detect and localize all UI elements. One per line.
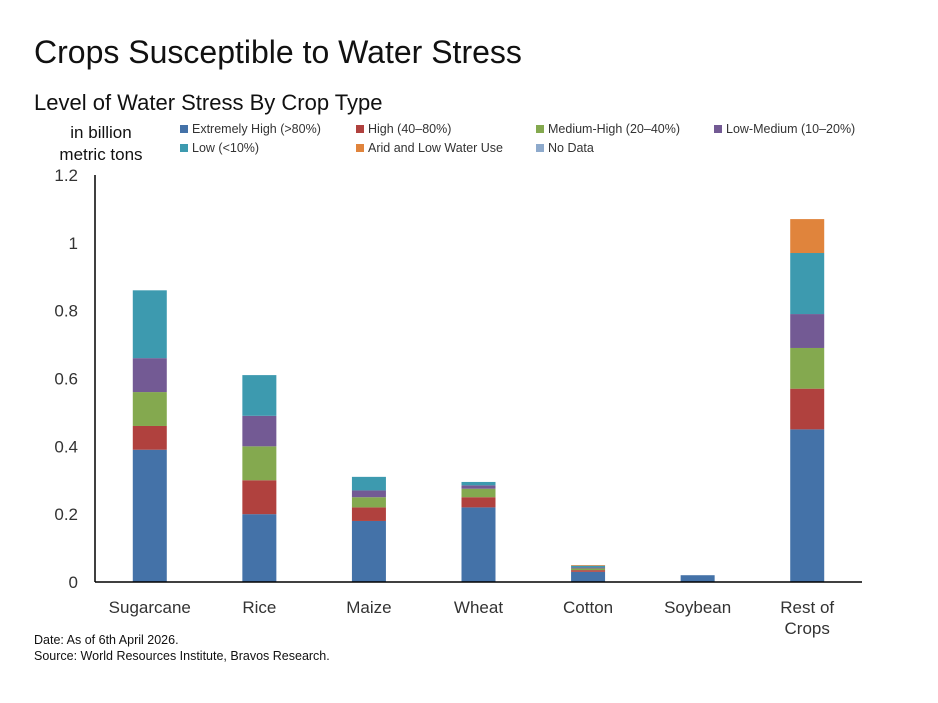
bar-segment <box>571 565 606 566</box>
legend-swatch <box>536 125 544 133</box>
bar-segment <box>461 507 496 582</box>
bar-segment <box>132 290 167 359</box>
y-tick-label: 0.8 <box>54 302 78 321</box>
legend-item: No Data <box>536 141 594 155</box>
legend-item: Arid and Low Water Use <box>356 141 503 155</box>
x-tick-label: Rice <box>242 598 276 617</box>
x-tick-label: Wheat <box>454 598 503 617</box>
legend-item: Medium-High (20–40%) <box>536 122 680 136</box>
bar-segment <box>351 520 386 582</box>
bar-segment <box>242 480 277 515</box>
bar-segment <box>132 358 167 393</box>
chart-subtitle: Level of Water Stress By Crop Type <box>34 90 383 115</box>
legend-swatch <box>356 125 364 133</box>
x-tick-label: Sugarcane <box>109 598 191 617</box>
y-tick-label: 0.4 <box>54 437 78 456</box>
y-axis-unit-label: in billion metric tons <box>40 122 162 166</box>
x-tick-label: Rest of <box>780 598 834 617</box>
bar-segment <box>132 449 167 582</box>
y-tick-label: 1.2 <box>54 166 78 185</box>
bar-segment <box>242 514 277 582</box>
bar-segment <box>242 375 277 416</box>
y-tick-label: 0.2 <box>54 505 78 524</box>
bar-segment <box>351 490 386 498</box>
legend-swatch <box>356 144 364 152</box>
legend-label: Extremely High (>80%) <box>192 122 321 136</box>
legend-item: Extremely High (>80%) <box>180 122 321 136</box>
y-tick-label: 1 <box>69 234 78 253</box>
legend-swatch <box>714 125 722 133</box>
legend-label: Medium-High (20–40%) <box>548 122 681 136</box>
bar-segment <box>242 446 277 481</box>
bar-segment <box>571 570 606 572</box>
legend-swatch <box>180 144 188 152</box>
legend-item: Low-Medium (10–20%) <box>714 122 855 136</box>
axes-group <box>94 175 862 583</box>
bar-segment <box>571 568 606 571</box>
legend-label: No Data <box>548 141 594 155</box>
bar-segment <box>351 507 386 521</box>
footer-source: Source: World Resources Institute, Bravo… <box>34 649 330 663</box>
bar-segment <box>790 314 825 348</box>
bar-segment <box>132 425 167 450</box>
bar-segment <box>461 497 496 508</box>
bar-segment <box>461 481 496 486</box>
bar-segment <box>351 476 386 491</box>
legend-item: Low (<10%) <box>180 141 259 155</box>
bar-segment <box>571 571 606 582</box>
x-tick-label: Crops <box>785 619 830 638</box>
footer-date: Date: As of 6th April 2026. <box>34 633 179 647</box>
legend-label: Low-Medium (10–20%) <box>726 122 856 136</box>
bar-segment <box>790 347 825 389</box>
bar-segment <box>132 392 167 426</box>
unit-label-line-1: in billion <box>70 123 132 142</box>
legend-label: Arid and Low Water Use <box>368 141 504 155</box>
y-tick-label: 0.6 <box>54 370 78 389</box>
bar-segment <box>790 429 825 582</box>
bar-segment <box>351 497 386 508</box>
y-tick-labels: 0 0.2 0.4 0.6 0.8 1 1.2 <box>54 166 78 592</box>
x-tick-label: Cotton <box>563 598 613 617</box>
bar-segment <box>790 388 825 430</box>
bar-segment <box>242 415 277 447</box>
x-tick-label: Maize <box>346 598 391 617</box>
x-tick-label: Soybean <box>664 598 731 617</box>
bar-segment <box>790 219 825 254</box>
legend-label: High (40–80%) <box>368 122 452 136</box>
bar-segment <box>571 565 606 568</box>
legend-swatch <box>180 125 188 133</box>
bar-segment <box>461 485 496 489</box>
chart-footer: Date: As of 6th April 2026. Source: Worl… <box>34 632 330 664</box>
legend-label: Low (<10%) <box>192 141 260 155</box>
bar-segment <box>680 575 715 582</box>
y-tick-label: 0 <box>69 573 78 592</box>
bars-group <box>132 219 825 582</box>
legend-swatch <box>536 144 544 152</box>
bar-segment <box>461 488 496 498</box>
legend-item: High (40–80%) <box>356 122 451 136</box>
bar-segment <box>571 567 606 569</box>
x-tick-labels: Sugarcane Rice Maize Wheat Cotton Soybean Rest… <box>109 598 835 638</box>
unit-label-line-2: metric tons <box>59 145 143 164</box>
chart-title: Crops Susceptible to Water Stress <box>34 34 522 70</box>
bar-segment <box>790 253 825 315</box>
